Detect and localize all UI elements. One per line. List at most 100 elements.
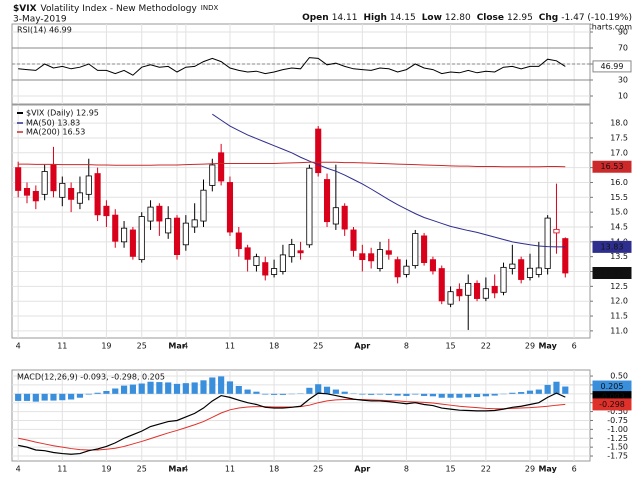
- value-box: [592, 60, 632, 73]
- histogram-bar: [438, 393, 445, 398]
- histogram-bar: [482, 393, 489, 397]
- histogram-bar: [456, 393, 463, 398]
- histogram-bar: [509, 392, 516, 394]
- candle-body: [209, 164, 216, 186]
- x-tick-label: 19: [101, 465, 111, 474]
- x-tick-label: 8: [404, 342, 409, 351]
- y-tick-label: 70: [618, 44, 628, 53]
- value-box-label: 46.99: [601, 62, 624, 71]
- candle-body: [535, 267, 542, 275]
- candle-body: [262, 262, 269, 276]
- candle-body: [279, 254, 286, 272]
- candle-body: [447, 291, 454, 305]
- y-tick-label: 15.0: [610, 208, 628, 217]
- x-tick-label: 6: [572, 342, 577, 351]
- x-tick-label: 22: [481, 465, 491, 474]
- x-tick-label: 11: [225, 342, 235, 351]
- value-box: [592, 160, 632, 173]
- candle-body: [288, 244, 295, 258]
- chart-header: $VIX Volatility Index - New Methodology IN…: [13, 4, 218, 14]
- candle-body: [526, 267, 534, 278]
- candle-body: [191, 219, 198, 228]
- candle-body: [85, 175, 92, 195]
- x-tick-label: 25: [137, 465, 147, 474]
- histogram-bar: [526, 390, 534, 394]
- histogram-bar: [129, 384, 136, 394]
- candle-body: [385, 250, 392, 255]
- candle-body: [182, 222, 189, 246]
- histogram-bar: [429, 393, 437, 397]
- histogram-bar: [103, 390, 110, 394]
- quote-label: Low: [422, 13, 442, 23]
- candle-body: [253, 256, 260, 266]
- histogram-bar: [323, 386, 331, 394]
- y-tick-label: 18.0: [610, 119, 628, 128]
- candle-body: [412, 233, 419, 266]
- histogram-bar: [173, 383, 181, 394]
- value-box-label: -0.093: [599, 393, 625, 402]
- value-box-label: 0.205: [601, 382, 624, 391]
- candle-body: [368, 253, 375, 262]
- histogram-bar: [359, 393, 366, 395]
- histogram-bar: [306, 387, 313, 394]
- candle-body: [456, 288, 463, 297]
- y-tick-label: 12.5: [610, 282, 628, 291]
- histogram-bar: [376, 393, 384, 395]
- histogram-bar: [165, 382, 172, 394]
- candle-body: [482, 288, 489, 299]
- histogram-bar: [41, 393, 48, 401]
- candle-body: [306, 167, 313, 246]
- histogram-bar: [394, 393, 401, 396]
- candle-body: [359, 253, 366, 261]
- value-box-label: -0.298: [599, 400, 625, 409]
- legend-entry: MACD(12,26,9) -0.093, -0.298, 0.205: [17, 373, 165, 382]
- x-tick-label: 29: [525, 465, 535, 474]
- quote-label: High: [363, 13, 386, 23]
- histogram-bar: [94, 392, 101, 394]
- histogram-bar: [235, 385, 242, 394]
- x-tick-label: 25: [137, 342, 147, 351]
- quote-value: -1.47 (-10.19%): [561, 13, 632, 23]
- candle-body: [429, 259, 436, 272]
- y-tick-label: 11.0: [610, 326, 628, 335]
- candle-body: [394, 259, 401, 278]
- histogram-bar: [279, 393, 286, 395]
- x-tick-label: Mar: [168, 465, 185, 474]
- histogram-bar: [465, 393, 472, 398]
- panel: [11, 104, 591, 339]
- rsi-line: [18, 57, 566, 76]
- legend-entry: MA(50) 13.83: [26, 119, 80, 128]
- x-tick-label: May: [538, 465, 557, 474]
- candle-body: [473, 282, 481, 299]
- histogram-bar: [218, 376, 225, 394]
- candle-body: [218, 152, 225, 182]
- histogram-bar: [112, 388, 119, 394]
- value-box: [592, 240, 632, 253]
- symbol-name: Volatility Index - New Methodology: [41, 4, 198, 14]
- y-tick-label: -1.00: [607, 425, 628, 434]
- y-tick-label: -0.50: [607, 407, 628, 416]
- candle-body: [23, 188, 31, 196]
- histogram-bar: [76, 393, 84, 398]
- y-tick-label: -1.50: [607, 443, 628, 452]
- candle-body: [76, 192, 83, 204]
- candle-body: [465, 282, 472, 296]
- x-tick-label: Apr: [354, 465, 370, 474]
- y-tick-label: 90: [618, 28, 628, 37]
- value-box-label: 13.83: [601, 242, 624, 251]
- histogram-bar: [244, 389, 251, 394]
- candle-body: [68, 188, 75, 200]
- histogram-bar: [491, 393, 498, 396]
- candle-body: [41, 171, 48, 195]
- moving-average-line: [18, 161, 566, 168]
- histogram-bar: [535, 389, 542, 394]
- macd-line: [18, 392, 566, 455]
- candle-body: [376, 249, 384, 269]
- histogram-bar: [421, 393, 428, 396]
- histogram-bar: [403, 393, 410, 396]
- candle-body: [341, 205, 348, 230]
- histogram-bar: [447, 393, 454, 398]
- candle-body: [491, 285, 498, 294]
- candle-body: [500, 266, 507, 293]
- histogram-bar: [182, 383, 189, 394]
